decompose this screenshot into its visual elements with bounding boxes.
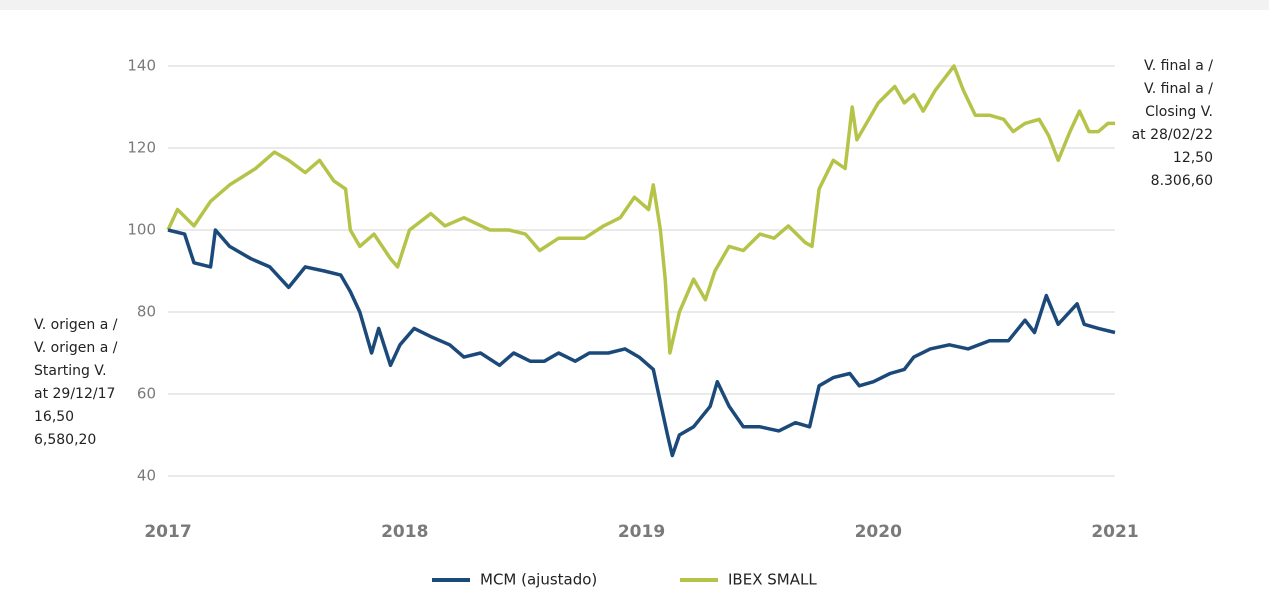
start-note: V. origen a / bbox=[34, 317, 118, 333]
y-tick-label: 80 bbox=[137, 303, 156, 321]
series-line bbox=[166, 64, 1115, 355]
x-tick-label: 2018 bbox=[381, 522, 428, 542]
start-note: 16,50 bbox=[34, 409, 74, 425]
y-tick-label: 100 bbox=[127, 221, 156, 239]
end-note: at 28/02/22 bbox=[1132, 127, 1213, 143]
y-tick-label: 140 bbox=[127, 57, 156, 75]
start-note: V. origen a / bbox=[34, 340, 118, 356]
x-tick-label: 2019 bbox=[618, 522, 665, 542]
end-note: Closing V. bbox=[1145, 104, 1213, 120]
x-tick-label: 2021 bbox=[1091, 522, 1138, 542]
y-tick-label: 120 bbox=[127, 139, 156, 157]
x-tick-label: 2020 bbox=[855, 522, 902, 542]
y-tick-label: 60 bbox=[137, 385, 156, 403]
start-note: 6,580,20 bbox=[34, 432, 96, 448]
end-note: 12,50 bbox=[1173, 150, 1213, 166]
start-note: at 29/12/17 bbox=[34, 386, 115, 402]
legend-label: MCM (ajustado) bbox=[480, 571, 597, 589]
start-note: Starting V. bbox=[34, 363, 107, 379]
top-band bbox=[0, 0, 1269, 10]
end-note: V. final a / bbox=[1144, 58, 1213, 74]
legend-label: IBEX SMALL bbox=[728, 571, 817, 589]
end-note: V. final a / bbox=[1144, 81, 1213, 97]
x-tick-label: 2017 bbox=[144, 522, 191, 542]
y-tick-label: 40 bbox=[137, 467, 156, 485]
series-line bbox=[167, 228, 1116, 458]
end-note: 8.306,60 bbox=[1151, 173, 1213, 189]
